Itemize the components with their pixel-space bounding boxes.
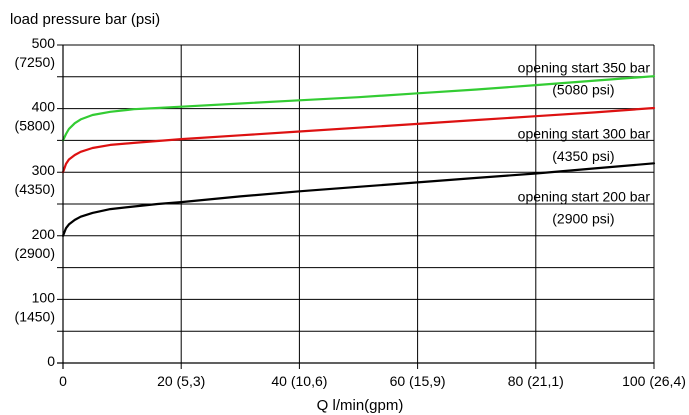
y-tick-label: 100 (32, 289, 56, 305)
x-tick-labels: 0 20 (5,3) 40 (10,6) 60 (15,9) 80 (21,1) 100 … (59, 373, 686, 389)
annotation-label: opening start 300 bar (518, 125, 651, 141)
x-tick-label: 100 (26,4) (622, 373, 686, 389)
series-lines (61, 75, 656, 237)
y-tick-labels: 0 100 (1450) 200 (2900) 300 (4350) 400 (5800) 500… (15, 35, 56, 369)
x-tick-label: 40 (10,6) (271, 373, 327, 389)
y-tick-label: 200 (32, 226, 56, 242)
chart-title: load pressure bar (psi) (10, 11, 160, 28)
grid-lines (57, 44, 655, 369)
y-tick-sublabel: (1450) (15, 308, 55, 324)
annotation-label: (4350 psi) (552, 148, 614, 164)
y-tick-label: 400 (32, 99, 56, 115)
y-tick-sublabel: (7250) (15, 54, 55, 70)
x-tick-label: 0 (59, 373, 67, 389)
series-line (61, 162, 656, 237)
series-line (61, 75, 656, 142)
annotation-label: opening start 200 bar (518, 188, 651, 204)
x-tick-label: 20 (5,3) (157, 373, 205, 389)
x-tick-label: 60 (15,9) (390, 373, 446, 389)
y-tick-label: 0 (47, 353, 55, 369)
y-tick-sublabel: (4350) (15, 181, 55, 197)
annotation-label: (2900 psi) (552, 211, 614, 227)
y-tick-sublabel: (2900) (15, 245, 55, 261)
x-axis-label: Q l/min(gpm) (317, 397, 404, 414)
annotations: opening start 350 bar (5080 psi) opening s… (518, 59, 651, 226)
y-tick-sublabel: (5800) (15, 118, 55, 134)
annotation-label: opening start 350 bar (518, 59, 651, 75)
series-line (61, 106, 656, 174)
axes (57, 45, 654, 369)
y-tick-label: 300 (32, 162, 56, 178)
annotation-label: (5080 psi) (552, 82, 614, 98)
y-tick-label: 500 (32, 35, 56, 51)
x-tick-label: 80 (21,1) (508, 373, 564, 389)
